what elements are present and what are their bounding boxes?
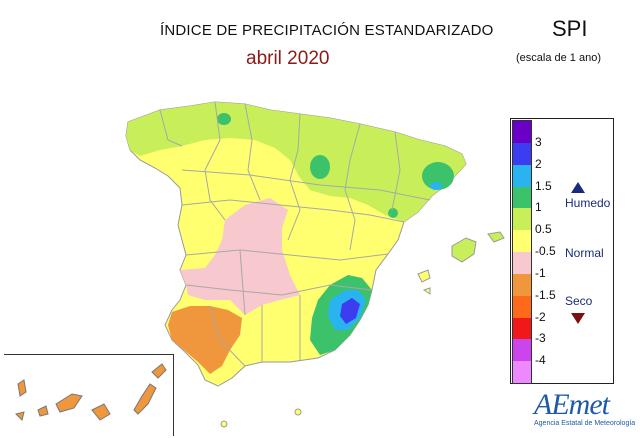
canary-inset-frame [4,354,174,436]
island-fuerteventura [133,383,157,415]
legend-tick-label: -1 [535,265,546,280]
province-borders [159,101,431,367]
map-subtitle-date: abril 2020 [246,48,330,69]
island-formentera [422,287,431,295]
legend-swatch [513,252,531,275]
island-tenerife [55,393,83,413]
island-ceuta [220,420,228,428]
island-mallorca [451,237,477,263]
legend-colorbar [512,120,532,384]
legend-swatch [513,208,531,231]
legend-category-dry: Seco [565,294,593,308]
island-melilla [294,408,302,416]
green-area-catalonia [422,162,454,190]
legend-category-wet: Humedo [565,196,611,210]
legend-swatch [513,361,531,384]
legend-tick-label: -2 [535,309,546,324]
blue-area-catalonia [430,182,442,190]
very-dry-southwest-region [168,306,242,374]
island-la-palma [17,379,27,397]
legend-tick-label: -4 [535,353,546,368]
green-area-valencia [388,208,398,218]
legend-swatch [513,186,531,209]
island-el-hierro [15,411,25,421]
legend-swatch [513,317,531,340]
legend-tick-label: 3 [535,134,542,149]
index-name: SPI [552,16,588,41]
legend-swatch [513,142,531,166]
legend-tick-label: 1.5 [535,178,552,193]
legend-tick-label: 0.5 [535,222,552,237]
legend-tick-label: -1.5 [535,287,556,302]
legend-swatch [513,121,531,144]
island-gran-canaria [91,403,111,421]
scale-note: (escala de 1 ano) [516,52,601,64]
legend-tick-label: -3 [535,331,546,346]
canary-islands [15,363,167,421]
legend-swatch [513,230,531,253]
aemet-logo-tagline: Agencia Estatal de Meteorología [534,420,636,427]
legend-tick-label: -0.5 [535,244,556,258]
legend-tick-label: 1 [535,200,542,215]
green-area-north-1 [217,113,231,125]
island-lanzarote [151,363,167,379]
green-area-north-2 [310,155,330,179]
legend-swatch [513,164,531,187]
legend-swatch [513,295,531,318]
dry-arrow-icon [571,313,585,324]
island-la-gomera [37,405,49,417]
legend-swatch [513,339,531,362]
legend-swatch [513,273,531,297]
north-region-wet [126,102,466,222]
legend-frame [510,118,614,384]
wettest-southeast-region [340,298,360,324]
legend-category-normal: Normal [565,246,604,260]
map-title: ÍNDICE DE PRECIPITACIÓN ESTANDARIZADO [160,22,494,39]
island-menorca [487,231,505,243]
legend-tick-label: 2 [535,156,542,171]
wet-arrow-icon [571,182,585,193]
aemet-logo: AEmet [534,388,610,421]
island-ibiza [417,269,431,283]
